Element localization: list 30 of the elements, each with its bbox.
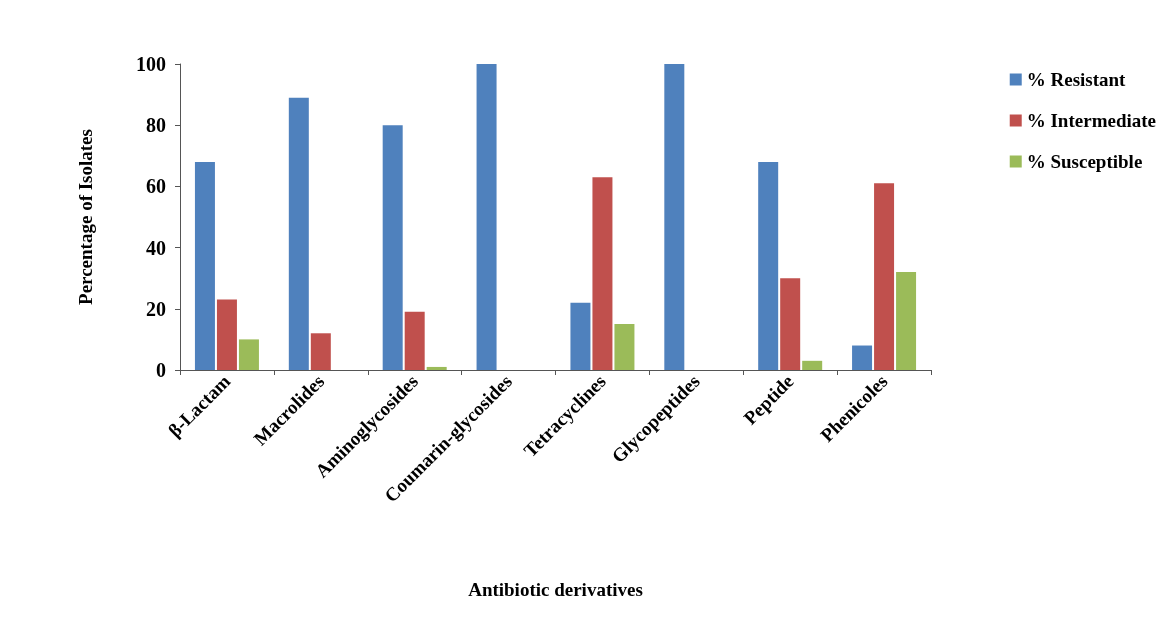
y-tick-label: 60 [146, 175, 166, 198]
legend-label: % Resistant [1026, 69, 1127, 90]
bar [310, 333, 331, 370]
y-tick-label: 0 [156, 359, 166, 381]
y-tick-label: 80 [146, 114, 166, 137]
legend-label: % Susceptible [1026, 151, 1143, 172]
bar [404, 311, 425, 370]
bar [780, 278, 801, 370]
bar [852, 345, 873, 370]
bar [664, 64, 685, 370]
bar [570, 302, 591, 370]
y-tick-label: 20 [146, 297, 166, 320]
bar [802, 360, 823, 370]
bar [238, 339, 259, 370]
bar [426, 366, 447, 370]
bar [614, 324, 635, 370]
legend-label: % Intermediate [1026, 110, 1157, 131]
y-tick-label: 40 [146, 236, 166, 259]
bar [874, 183, 895, 370]
x-axis-title: Antibiotic derivatives [468, 579, 643, 600]
bar [382, 125, 403, 370]
bar [758, 161, 779, 370]
bar [288, 97, 309, 370]
bar [592, 177, 613, 370]
bar [194, 161, 215, 370]
y-axis-title: Percentage of Isolates [75, 129, 96, 305]
bar [216, 299, 237, 370]
bar [476, 64, 497, 370]
bar [896, 272, 917, 370]
y-tick-label: 100 [136, 53, 166, 75]
